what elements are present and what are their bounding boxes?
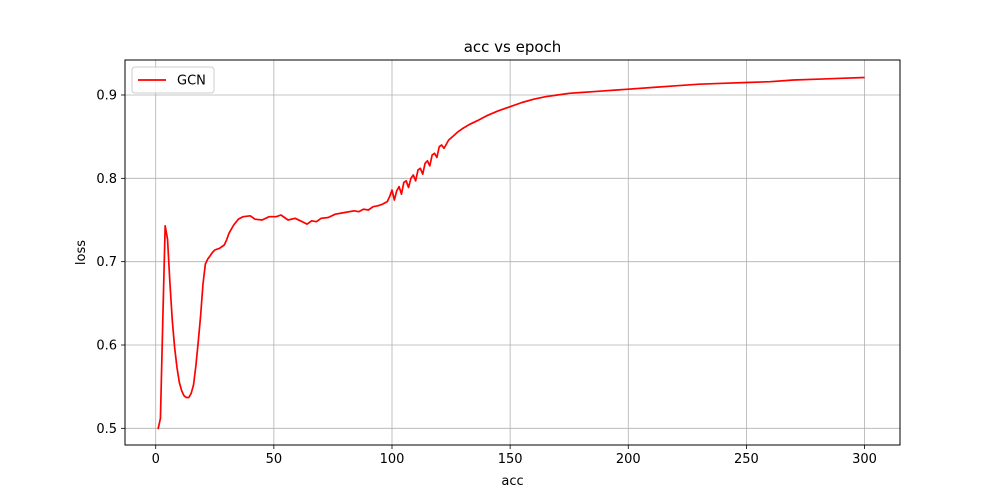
plot-frame [124, 59, 901, 446]
x-tick-label: 250 [734, 452, 759, 467]
x-tick-label: 0 [152, 452, 160, 467]
y-tick-label: 0.5 [96, 422, 117, 437]
x-tick-label: 50 [266, 452, 283, 467]
x-tick-label: 300 [852, 452, 877, 467]
y-tick-label: 0.6 [96, 339, 117, 354]
x-tick-label: 150 [498, 452, 523, 467]
legend: GCN [131, 66, 215, 94]
series-layer [157, 76, 865, 430]
series-line-gcn [157, 76, 865, 430]
legend-label: GCN [177, 74, 206, 89]
ticks: 0 50 100 150 200 250 300 0.5 0.6 0.7 0.8 0.9 [96, 89, 877, 468]
y-tick-label: 0.7 [96, 255, 117, 270]
y-axis-label: loss [74, 240, 89, 265]
y-tick-label: 0.9 [96, 89, 117, 104]
chart-title: acc vs epoch [464, 38, 562, 56]
legend-box [131, 66, 215, 94]
x-tick-label: 200 [616, 452, 641, 467]
y-tick-label: 0.8 [96, 172, 117, 187]
x-axis-label: acc [501, 474, 523, 489]
x-tick-label: 100 [380, 452, 405, 467]
grid [125, 60, 900, 445]
